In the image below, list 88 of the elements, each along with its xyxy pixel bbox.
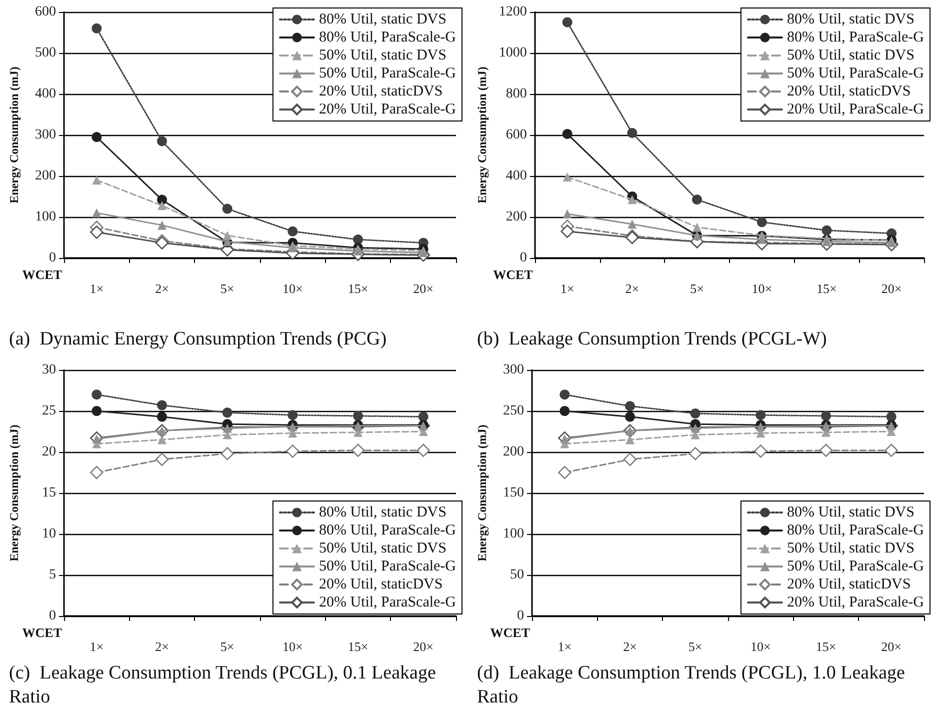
- y-tick-label: 600: [35, 4, 56, 20]
- legend-label: 20% Util, staticDVS: [318, 84, 443, 100]
- legend-label: 50% Util, static DVS: [786, 540, 914, 556]
- legend-label: 80% Util, static DVS: [786, 12, 914, 28]
- legend-label: 20% Util, ParaScale-G: [786, 102, 924, 118]
- x-tick-label: 15×: [816, 281, 837, 296]
- legend-label: 20% Util, ParaScale-G: [318, 102, 456, 118]
- y-tick-label: 1200: [498, 4, 527, 20]
- y-tick-label: 200: [35, 168, 56, 184]
- text: (d) Leakage Consumption Trends (PCGL), 1.0 Leakage Ratio: [477, 662, 910, 708]
- y-tick-label: 10: [42, 526, 56, 542]
- y-tick-label: 0: [517, 608, 524, 624]
- y-tick-label: 600: [506, 128, 527, 142]
- y-tick-label: 800: [506, 86, 527, 102]
- legend-label: 50% Util, ParaScale-G: [786, 66, 924, 82]
- legend-label: 80% Util, ParaScale-G: [318, 522, 456, 538]
- y-axis-title: Energy Consumption (mJ): [475, 424, 489, 562]
- y-tick-label: 30: [42, 362, 56, 378]
- legend-label: 80% Util, ParaScale-G: [786, 30, 924, 46]
- y-tick-label: 15: [42, 486, 56, 500]
- x-tick-label: 2×: [623, 639, 637, 654]
- x-tick-label: 5×: [220, 639, 234, 654]
- x-tick-label: 20×: [413, 639, 434, 654]
- x-tick-label: 15×: [816, 639, 836, 654]
- y-tick-label: 400: [35, 86, 56, 102]
- x-axis-title: WCET: [22, 625, 62, 640]
- x-tick-label: 2×: [625, 281, 640, 296]
- x-axis-title: WCET: [22, 267, 62, 282]
- legend-label: 20% Util, staticDVS: [786, 84, 911, 100]
- x-tick-label: 2×: [155, 281, 169, 296]
- y-tick-label: 1000: [498, 46, 527, 60]
- legend-label: 50% Util, static DVS: [786, 48, 914, 64]
- y-tick-label: 200: [506, 210, 527, 224]
- y-tick-label: 250: [503, 404, 524, 418]
- x-tick-label: 1×: [560, 281, 574, 296]
- x-tick-label: 20×: [881, 639, 902, 654]
- x-tick-label: 2×: [155, 639, 169, 654]
- x-tick-label: 1×: [90, 639, 104, 654]
- y-axis-title: Energy Consumption (mJ): [475, 66, 489, 204]
- y-tick-label: 100: [503, 526, 524, 542]
- x-tick-label: 10×: [282, 639, 303, 654]
- y-tick-label: 300: [503, 362, 524, 378]
- legend-label: 80% Util, static DVS: [318, 504, 446, 520]
- legend-label: 50% Util, static DVS: [318, 540, 446, 556]
- legend-label: 80% Util, static DVS: [786, 504, 914, 520]
- y-tick-label: 150: [503, 486, 524, 500]
- text: (a) Dynamic Energy Consumption Trends (PCG): [9, 328, 387, 350]
- text: (b) Leakage Consumption Trends (PCGL-W): [477, 328, 827, 350]
- legend-label: 20% Util, ParaScale-G: [318, 594, 456, 610]
- x-tick-label: 10×: [752, 281, 772, 296]
- x-tick-label: 5×: [688, 639, 702, 654]
- x-tick-label: 15×: [348, 281, 368, 296]
- y-axis-title: Energy Consumption (mJ): [7, 424, 21, 562]
- y-tick-label: 400: [506, 168, 527, 184]
- x-tick-label: 1×: [558, 639, 572, 654]
- x-tick-label: 10×: [750, 639, 771, 654]
- legend-label: 20% Util, ParaScale-G: [786, 594, 924, 610]
- y-tick-label: 100: [35, 210, 56, 224]
- x-tick-label: 20×: [881, 281, 902, 296]
- legend-label: 50% Util, ParaScale-G: [318, 66, 456, 82]
- text: (c) Leakage Consumption Trends (PCGL), 0.1 Leakage Ratio: [9, 662, 441, 708]
- y-tick-label: 25: [42, 404, 56, 418]
- legend-label: 50% Util, ParaScale-G: [318, 558, 456, 574]
- x-tick-label: 1×: [90, 281, 104, 296]
- y-tick-label: 50: [510, 568, 524, 582]
- y-tick-label: 500: [35, 46, 56, 60]
- x-tick-label: 5×: [690, 281, 704, 296]
- y-tick-label: 20: [42, 444, 56, 460]
- y-axis-title: Energy Consumption (mJ): [7, 66, 21, 204]
- x-tick-label: 15×: [348, 639, 368, 654]
- x-tick-label: 20×: [413, 281, 434, 296]
- legend-label: 80% Util, static DVS: [318, 12, 446, 28]
- x-axis-title: WCET: [493, 267, 534, 282]
- legend-label: 20% Util, staticDVS: [318, 576, 443, 592]
- y-tick-label: 5: [49, 568, 56, 582]
- y-tick-label: 300: [35, 128, 56, 142]
- y-tick-label: 0: [49, 608, 56, 624]
- y-tick-label: 200: [503, 444, 524, 460]
- x-tick-label: 10×: [282, 281, 303, 296]
- legend-label: 80% Util, ParaScale-G: [318, 30, 456, 46]
- x-tick-label: 5×: [220, 281, 234, 296]
- y-tick-label: 0: [520, 250, 527, 266]
- legend-label: 50% Util, ParaScale-G: [786, 558, 924, 574]
- legend-label: 80% Util, ParaScale-G: [786, 522, 924, 538]
- legend-label: 50% Util, static DVS: [318, 48, 446, 64]
- y-tick-label: 0: [49, 250, 56, 266]
- legend-label: 20% Util, staticDVS: [786, 576, 911, 592]
- x-axis-title: WCET: [490, 625, 530, 640]
